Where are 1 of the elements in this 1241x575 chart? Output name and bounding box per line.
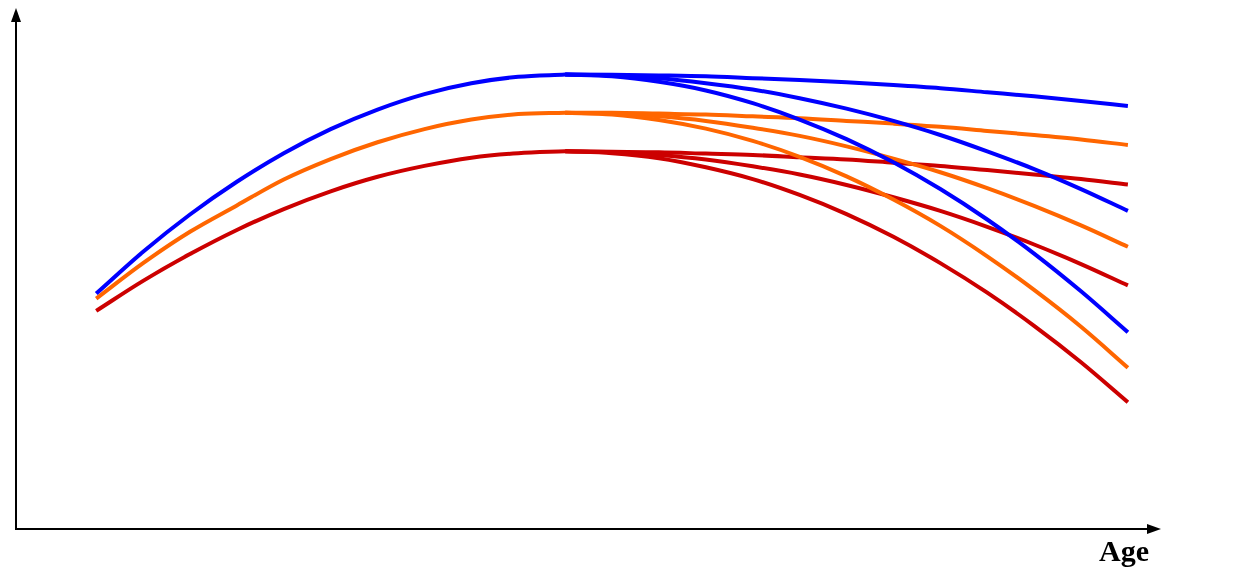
x-axis-title: Age [1099, 533, 1149, 567]
